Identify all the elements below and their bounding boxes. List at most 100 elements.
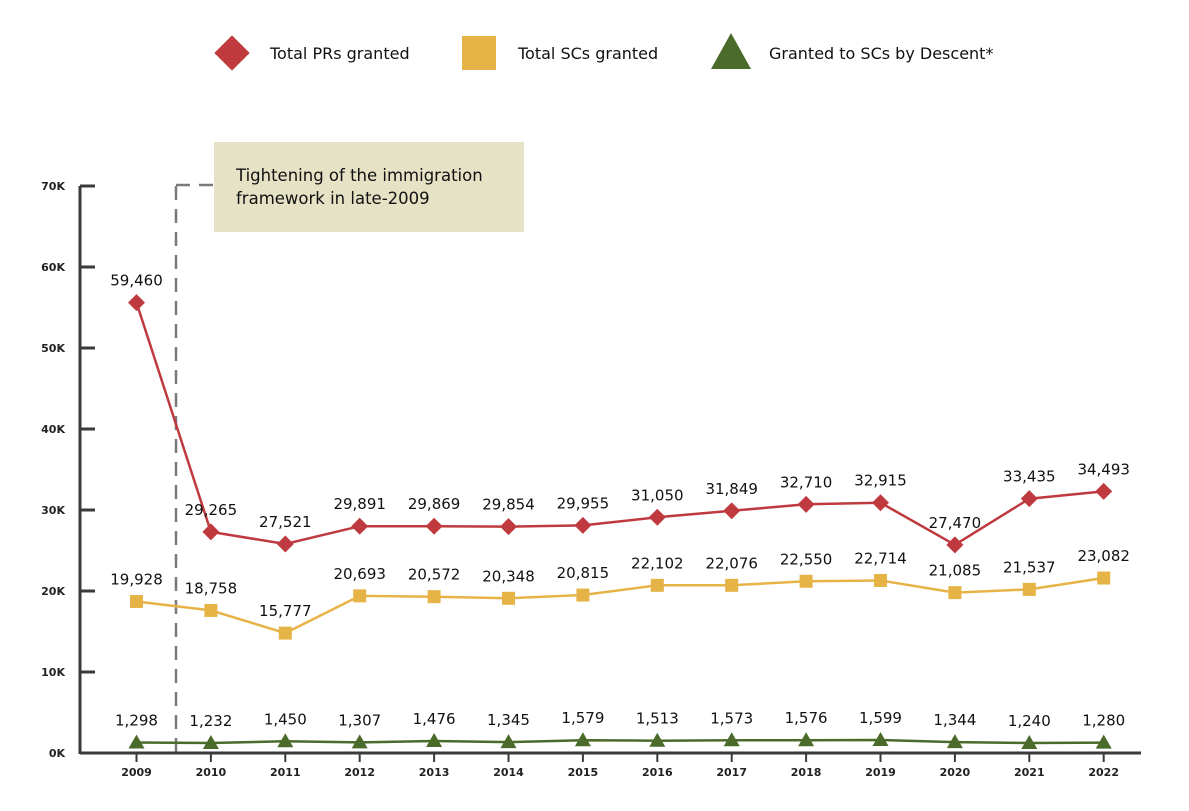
y-tick-label: 50K (41, 342, 65, 355)
data-label-descent-2014: 1,345 (487, 711, 530, 729)
data-point-sc-2018 (799, 574, 813, 588)
y-tick-label: 30K (41, 504, 65, 517)
x-tick-label: 2022 (1088, 766, 1119, 779)
data-point-descent-2012 (351, 734, 368, 749)
data-label-descent-2012: 1,307 (338, 711, 381, 729)
data-point-descent-2018 (798, 732, 815, 747)
data-label-pr-2017: 31,849 (705, 480, 758, 498)
data-label-sc-2019: 22,714 (854, 549, 907, 567)
data-point-pr-2011 (276, 535, 294, 553)
data-label-descent-2022: 1,280 (1082, 712, 1125, 730)
data-label-sc-2014: 20,348 (482, 567, 535, 585)
x-ticks: 2009 2010 2011 2012 2013 2014 2015 2016 2017 2018… (121, 753, 1119, 779)
legend-label-sc: Total SCs granted (517, 44, 658, 63)
y-ticks: 0K 10K 20K 30K 40K 50K 60K 70K (41, 180, 95, 760)
data-point-descent-2009 (128, 734, 145, 749)
data-label-sc-2012: 20,693 (333, 565, 386, 583)
x-tick-label: 2016 (642, 766, 673, 779)
x-tick-label: 2013 (419, 766, 450, 779)
data-point-sc-2013 (427, 590, 441, 604)
data-label-descent-2021: 1,240 (1008, 712, 1051, 730)
data-point-pr-2022 (1095, 482, 1113, 500)
y-tick-label: 0K (49, 747, 66, 760)
data-point-descent-2011 (277, 733, 294, 748)
x-tick-label: 2020 (940, 766, 971, 779)
data-label-pr-2010: 29,265 (185, 501, 238, 519)
data-point-sc-2017 (725, 578, 739, 592)
series-line-descent (136, 738, 1104, 745)
data-label-sc-2010: 18,758 (185, 579, 238, 597)
data-label-pr-2013: 29,869 (408, 495, 461, 513)
legend-marker-pr (214, 35, 250, 71)
data-point-sc-2016 (650, 578, 664, 592)
y-tick-label: 10K (41, 666, 65, 679)
data-point-pr-2019 (872, 494, 889, 512)
data-label-descent-2017: 1,573 (710, 709, 753, 727)
data-point-pr-2017 (723, 502, 741, 520)
data-point-sc-2009 (130, 595, 143, 609)
data-label-pr-2020: 27,470 (929, 514, 982, 532)
legend-label-descent: Granted to SCs by Descent* (769, 44, 993, 63)
x-tick-label: 2019 (865, 766, 896, 779)
data-point-pr-2009 (128, 294, 145, 312)
x-tick-label: 2012 (344, 766, 375, 779)
series-layer (128, 294, 1113, 750)
annotation-text-line-2: framework in late-2009 (236, 189, 430, 208)
data-point-pr-2015 (574, 516, 592, 534)
data-point-descent-2015 (574, 732, 591, 747)
data-label-descent-2013: 1,476 (413, 710, 456, 728)
data-label-sc-2011: 15,777 (259, 602, 312, 620)
y-tick-label: 60K (41, 261, 65, 274)
data-label-sc-2018: 22,550 (780, 550, 833, 568)
data-label-sc-2009: 19,928 (110, 571, 163, 589)
x-tick-label: 2021 (1014, 766, 1045, 779)
data-label-descent-2016: 1,513 (636, 710, 679, 728)
data-point-sc-2014 (502, 591, 515, 605)
annotation-text-line-1: Tightening of the immigration (235, 166, 483, 185)
data-point-sc-2015 (576, 588, 590, 602)
data-point-pr-2010 (202, 523, 220, 541)
x-tick-label: 2009 (121, 766, 152, 779)
data-point-sc-2019 (874, 573, 887, 587)
data-point-pr-2016 (648, 508, 666, 526)
data-label-pr-2022: 34,493 (1077, 460, 1130, 478)
data-point-sc-2011 (278, 626, 292, 640)
data-point-pr-2021 (1020, 490, 1038, 508)
legend-marker-descent (711, 33, 751, 69)
data-label-descent-2019: 1,599 (859, 709, 902, 727)
data-labels: 59,460 29,265 27,521 29,891 29,869 29,854 29,9… (110, 272, 1130, 730)
annotation-box (214, 142, 524, 232)
x-tick-label: 2018 (791, 766, 822, 779)
data-label-descent-2018: 1,576 (785, 709, 828, 727)
x-tick-label: 2010 (196, 766, 227, 779)
data-label-descent-2015: 1,579 (561, 709, 604, 727)
y-tick-label: 70K (41, 180, 65, 193)
data-label-sc-2015: 20,815 (557, 564, 610, 582)
legend-marker-sc (462, 36, 496, 70)
data-point-sc-2020 (948, 586, 962, 600)
data-point-descent-2020 (946, 734, 963, 749)
data-point-pr-2013 (425, 517, 443, 535)
x-tick-label: 2014 (493, 766, 524, 779)
data-label-pr-2021: 33,435 (1003, 468, 1056, 486)
data-point-sc-2012 (353, 589, 367, 603)
data-label-pr-2009: 59,460 (110, 272, 163, 290)
data-label-pr-2011: 27,521 (259, 513, 312, 531)
data-point-descent-2010 (202, 735, 219, 750)
data-point-sc-2010 (204, 603, 218, 617)
data-label-sc-2017: 22,076 (705, 554, 758, 572)
x-tick-label: 2011 (270, 766, 301, 779)
y-tick-label: 40K (41, 423, 65, 436)
data-point-descent-2017 (723, 732, 740, 747)
data-label-descent-2010: 1,232 (189, 712, 232, 730)
data-label-descent-2009: 1,298 (115, 711, 158, 729)
data-point-pr-2018 (797, 495, 815, 513)
legend: Total PRs granted Total SCs granted Gran… (214, 33, 993, 71)
data-label-sc-2021: 21,537 (1003, 558, 1056, 576)
data-label-pr-2012: 29,891 (333, 495, 386, 513)
data-point-descent-2019 (872, 732, 889, 747)
data-label-sc-2016: 22,102 (631, 554, 684, 572)
data-label-pr-2014: 29,854 (482, 496, 535, 514)
x-tick-label: 2017 (716, 766, 747, 779)
data-point-pr-2012 (351, 517, 369, 535)
